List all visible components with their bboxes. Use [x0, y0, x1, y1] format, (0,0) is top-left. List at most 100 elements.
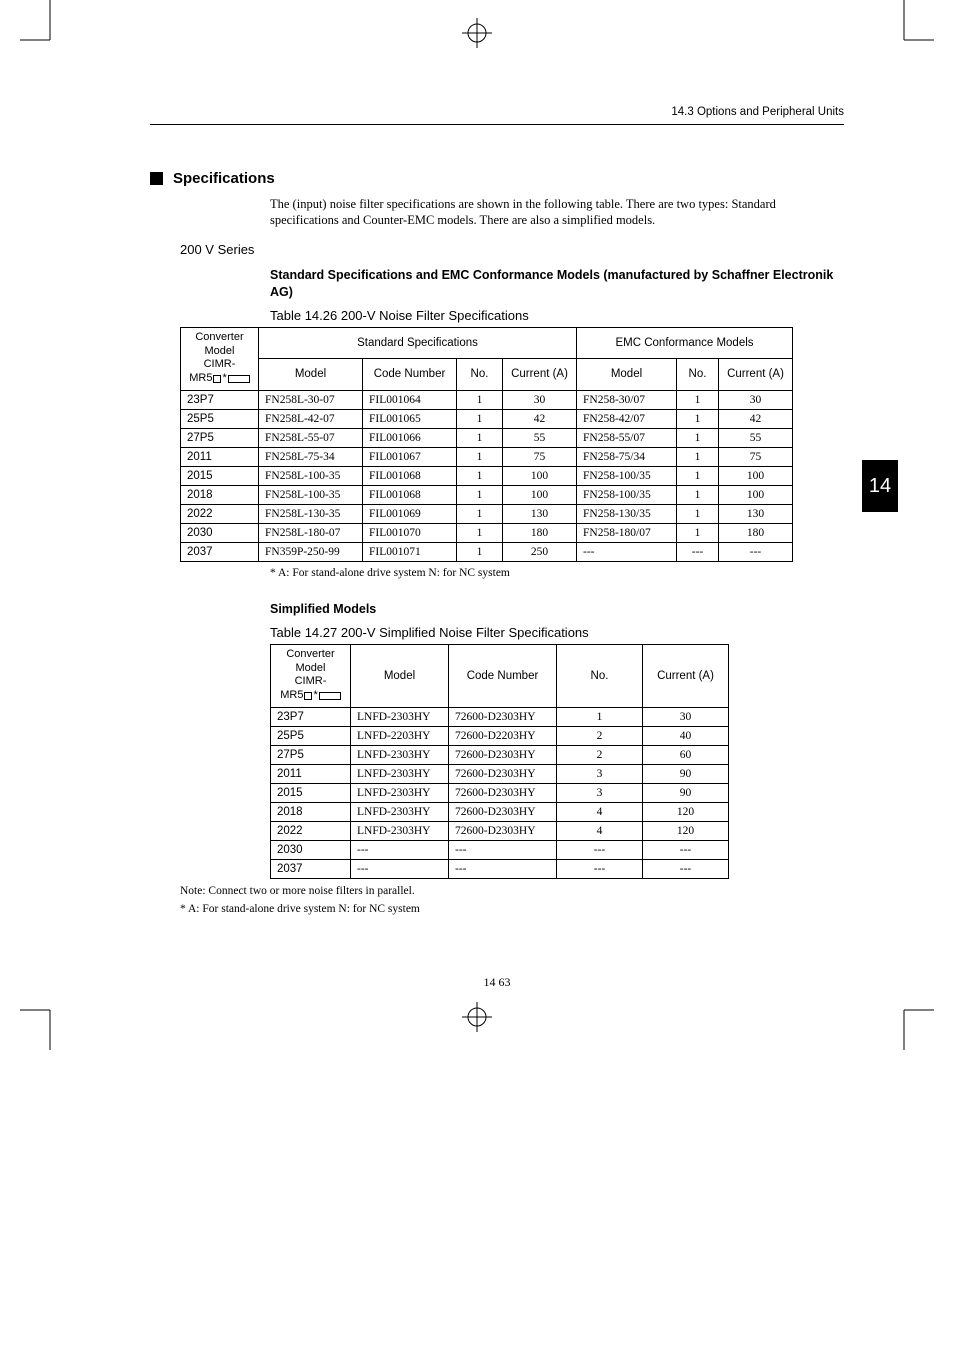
- table-row: 2037FN359P-250-99FIL0010711250---------: [181, 542, 793, 561]
- cell-converter: 2022: [181, 504, 259, 523]
- cell-converter: 2037: [271, 859, 351, 878]
- header-section-ref: 14.3 Options and Peripheral Units: [671, 106, 844, 118]
- cell-std-current: 75: [503, 447, 577, 466]
- table-row: 2015FN258L-100-35FIL0010681100FN258-100/…: [181, 466, 793, 485]
- cell-std-current: 30: [503, 390, 577, 409]
- cell-code: 72600-D2303HY: [449, 745, 557, 764]
- cell-emc-model: FN258-55/07: [577, 428, 677, 447]
- table-row: 2030------------: [271, 840, 729, 859]
- cell-std-model: FN258L-75-34: [259, 447, 363, 466]
- section-bullet-icon: [150, 172, 163, 185]
- table-row: 2022FN258L-130-35FIL0010691130FN258-130/…: [181, 504, 793, 523]
- cell-emc-current: 130: [719, 504, 793, 523]
- table1-footnote: * A: For stand-alone drive system N: for…: [270, 567, 844, 579]
- table-row: 2018FN258L-100-35FIL0010681100FN258-100/…: [181, 485, 793, 504]
- table1-subhead: Standard Specifications and EMC Conforma…: [270, 267, 844, 300]
- cell-emc-model: FN258-30/07: [577, 390, 677, 409]
- cell-no: 1: [557, 707, 643, 726]
- intro-paragraph: The (input) noise filter specifications …: [270, 197, 844, 228]
- cell-std-code: FIL001067: [363, 447, 457, 466]
- cell-emc-model: FN258-42/07: [577, 409, 677, 428]
- table1-header-emc-current: Current (A): [719, 359, 793, 390]
- cell-emc-model: FN258-130/35: [577, 504, 677, 523]
- table1-header-no: No.: [457, 359, 503, 390]
- cell-std-code: FIL001064: [363, 390, 457, 409]
- table-row: 27P5FN258L-55-07FIL001066155FN258-55/071…: [181, 428, 793, 447]
- cell-std-current: 55: [503, 428, 577, 447]
- cell-std-code: FIL001068: [363, 485, 457, 504]
- cell-converter: 2011: [271, 764, 351, 783]
- cell-model: LNFD-2303HY: [351, 783, 449, 802]
- table2-header-no: No.: [557, 644, 643, 707]
- cell-std-no: 1: [457, 523, 503, 542]
- cell-std-code: FIL001071: [363, 542, 457, 561]
- table1-header-code: Code Number: [363, 359, 457, 390]
- table2-header-current: Current (A): [643, 644, 729, 707]
- cell-std-no: 1: [457, 409, 503, 428]
- cell-emc-current: 75: [719, 447, 793, 466]
- cell-std-code: FIL001066: [363, 428, 457, 447]
- table-row: 25P5FN258L-42-07FIL001065142FN258-42/071…: [181, 409, 793, 428]
- cell-emc-current: ---: [719, 542, 793, 561]
- cell-current: 40: [643, 726, 729, 745]
- table-row: 2037------------: [271, 859, 729, 878]
- table1-header-std-group: Standard Specifications: [259, 327, 577, 358]
- table-row: 2011FN258L-75-34FIL001067175FN258-75/341…: [181, 447, 793, 466]
- table1-header-model: Model: [259, 359, 363, 390]
- cell-emc-model: FN258-100/35: [577, 485, 677, 504]
- cell-converter: 25P5: [181, 409, 259, 428]
- cell-model: LNFD-2303HY: [351, 764, 449, 783]
- series-label: 200 V Series: [180, 242, 844, 257]
- cell-converter: 27P5: [271, 745, 351, 764]
- cell-std-no: 1: [457, 447, 503, 466]
- cell-model: LNFD-2303HY: [351, 821, 449, 840]
- cell-model: LNFD-2303HY: [351, 707, 449, 726]
- cell-emc-no: ---: [677, 542, 719, 561]
- cell-converter: 2018: [181, 485, 259, 504]
- cell-emc-no: 1: [677, 409, 719, 428]
- cell-std-no: 1: [457, 504, 503, 523]
- cell-converter: 2011: [181, 447, 259, 466]
- cell-converter: 2015: [181, 466, 259, 485]
- cell-std-code: FIL001068: [363, 466, 457, 485]
- cell-model: LNFD-2303HY: [351, 802, 449, 821]
- table2-caption: Table 14.27 200-V Simplified Noise Filte…: [270, 625, 844, 640]
- cell-converter: 2022: [271, 821, 351, 840]
- cell-current: 30: [643, 707, 729, 726]
- table-row: 2018LNFD-2303HY72600-D2303HY4120: [271, 802, 729, 821]
- cell-emc-no: 1: [677, 523, 719, 542]
- cell-current: 90: [643, 764, 729, 783]
- cell-no: 4: [557, 821, 643, 840]
- cell-converter: 27P5: [181, 428, 259, 447]
- section-heading: Specifications: [150, 170, 844, 187]
- cell-emc-no: 1: [677, 428, 719, 447]
- cell-code: 72600-D2303HY: [449, 764, 557, 783]
- cell-emc-current: 55: [719, 428, 793, 447]
- table1-caption: Table 14.26 200-V Noise Filter Specifica…: [270, 308, 844, 323]
- cell-std-current: 250: [503, 542, 577, 561]
- cell-std-model: FN258L-30-07: [259, 390, 363, 409]
- cell-std-current: 180: [503, 523, 577, 542]
- table-row: 2030FN258L-180-07FIL0010701180FN258-180/…: [181, 523, 793, 542]
- cell-std-no: 1: [457, 428, 503, 447]
- cell-model: LNFD-2303HY: [351, 745, 449, 764]
- table-row: 23P7LNFD-2303HY72600-D2303HY130: [271, 707, 729, 726]
- cell-std-code: FIL001070: [363, 523, 457, 542]
- cell-code: 72600-D2303HY: [449, 707, 557, 726]
- cell-converter: 2030: [181, 523, 259, 542]
- cell-std-model: FN258L-180-07: [259, 523, 363, 542]
- cell-emc-model: FN258-75/34: [577, 447, 677, 466]
- cell-current: 90: [643, 783, 729, 802]
- cell-std-model: FN359P-250-99: [259, 542, 363, 561]
- table-simplified-spec: Converter Model CIMR- MR5* Model Code Nu…: [270, 644, 729, 879]
- cell-code: 72600-D2303HY: [449, 802, 557, 821]
- cell-emc-current: 30: [719, 390, 793, 409]
- cell-current: 60: [643, 745, 729, 764]
- cell-no: 3: [557, 783, 643, 802]
- cell-std-current: 100: [503, 466, 577, 485]
- cell-converter: 25P5: [271, 726, 351, 745]
- cell-emc-no: 1: [677, 390, 719, 409]
- cell-std-current: 100: [503, 485, 577, 504]
- cell-std-model: FN258L-42-07: [259, 409, 363, 428]
- cell-converter: 2030: [271, 840, 351, 859]
